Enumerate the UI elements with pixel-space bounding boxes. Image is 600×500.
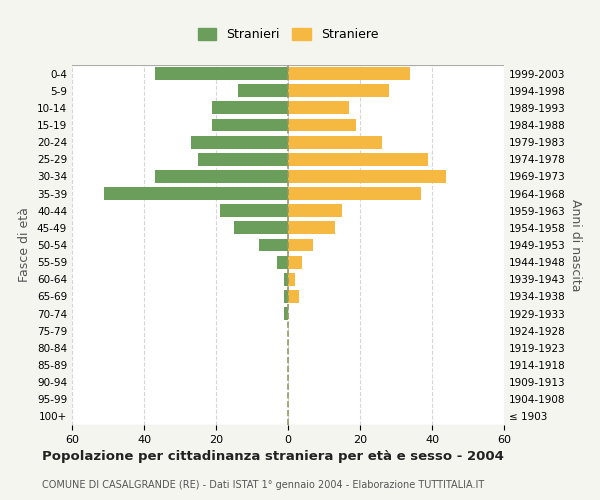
- Bar: [288, 136, 382, 148]
- Bar: [288, 222, 335, 234]
- Bar: [212, 118, 288, 132]
- Bar: [104, 187, 288, 200]
- Bar: [288, 84, 389, 97]
- Bar: [288, 256, 302, 268]
- Bar: [284, 273, 288, 285]
- Bar: [288, 67, 410, 80]
- Bar: [191, 136, 288, 148]
- Text: Popolazione per cittadinanza straniera per età e sesso - 2004: Popolazione per cittadinanza straniera p…: [42, 450, 504, 463]
- Bar: [288, 153, 428, 166]
- Bar: [259, 238, 288, 252]
- Text: COMUNE DI CASALGRANDE (RE) - Dati ISTAT 1° gennaio 2004 - Elaborazione TUTTITALI: COMUNE DI CASALGRANDE (RE) - Dati ISTAT …: [42, 480, 484, 490]
- Bar: [288, 204, 342, 217]
- Bar: [234, 222, 288, 234]
- Bar: [198, 153, 288, 166]
- Bar: [212, 102, 288, 114]
- Bar: [155, 170, 288, 183]
- Bar: [238, 84, 288, 97]
- Bar: [155, 67, 288, 80]
- Bar: [288, 238, 313, 252]
- Bar: [284, 307, 288, 320]
- Legend: Stranieri, Straniere: Stranieri, Straniere: [194, 24, 382, 45]
- Bar: [288, 187, 421, 200]
- Bar: [277, 256, 288, 268]
- Bar: [288, 102, 349, 114]
- Y-axis label: Fasce di età: Fasce di età: [19, 208, 31, 282]
- Bar: [288, 290, 299, 303]
- Bar: [288, 118, 356, 132]
- Bar: [284, 290, 288, 303]
- Bar: [288, 170, 446, 183]
- Bar: [220, 204, 288, 217]
- Y-axis label: Anni di nascita: Anni di nascita: [569, 198, 582, 291]
- Bar: [288, 273, 295, 285]
